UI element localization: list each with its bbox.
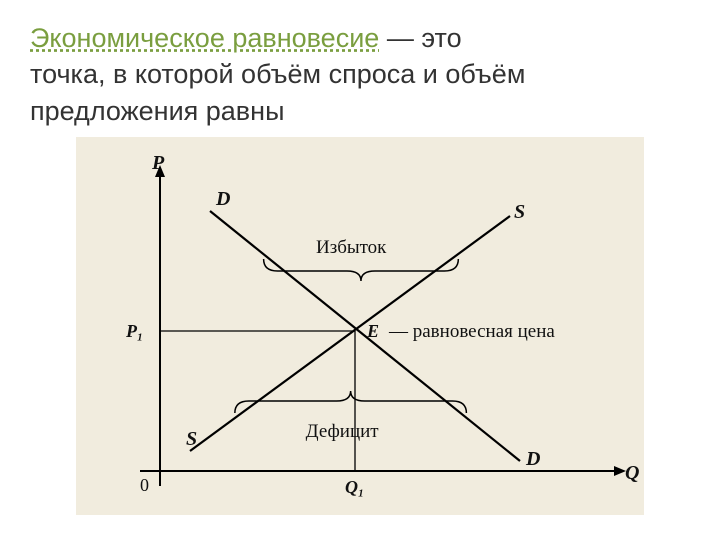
svg-text:Q₁: Q₁ — [345, 477, 364, 497]
term-link[interactable]: Экономическое равновесие — [30, 23, 379, 53]
svg-text:— равновесная цена: — равновесная цена — [388, 321, 555, 342]
dash: — — [379, 23, 421, 53]
svg-text:D: D — [525, 448, 540, 470]
svg-text:P: P — [151, 152, 165, 174]
svg-text:E: E — [366, 321, 379, 341]
heading-line2: точка, в которой объём спроса и объём — [30, 59, 525, 89]
svg-text:D: D — [215, 188, 230, 210]
svg-text:S: S — [186, 428, 197, 450]
svg-text:Дефицит: Дефицит — [306, 421, 380, 442]
heading-rest1: это — [421, 23, 461, 53]
equilibrium-chart: P Q 0 D D S S P₁ Q₁ E — равновесная цена Избыток Деф… — [76, 137, 644, 515]
svg-text:Избыток: Избыток — [316, 237, 387, 258]
svg-text:S: S — [514, 201, 525, 223]
heading-line3: предложения равны — [30, 96, 284, 126]
svg-text:Q: Q — [625, 462, 639, 484]
definition-heading: Экономическое равновесие — это точка, в … — [30, 20, 690, 129]
svg-text:0: 0 — [140, 475, 149, 495]
svg-text:P₁: P₁ — [125, 321, 143, 341]
